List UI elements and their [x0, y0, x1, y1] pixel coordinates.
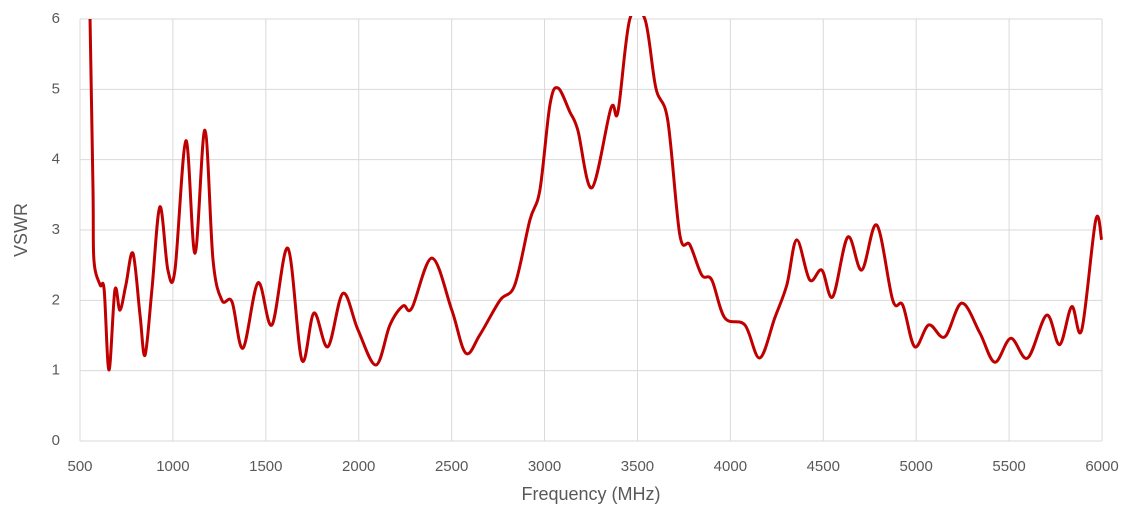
y-tick-label: 2: [52, 291, 60, 308]
x-tick-label: 3500: [621, 458, 654, 475]
y-axis-title: VSWR: [11, 203, 31, 257]
x-tick-label: 500: [67, 458, 92, 475]
x-tick-label: 1000: [156, 458, 189, 475]
x-axis-title: Frequency (MHz): [521, 484, 660, 504]
x-tick-label: 5500: [992, 458, 1025, 475]
grid: [79, 18, 1103, 442]
x-tick-label: 5000: [899, 458, 932, 475]
x-tick-label: 2500: [435, 458, 468, 475]
y-tick-label: 1: [52, 362, 60, 379]
x-tick-label: 4500: [807, 458, 840, 475]
x-tick-label: 4000: [714, 458, 747, 475]
y-tick-label: 0: [52, 432, 60, 449]
y-tick-label: 6: [52, 10, 60, 27]
x-tick-label: 2000: [342, 458, 375, 475]
y-tick-label: 3: [52, 221, 60, 238]
x-tick-label: 6000: [1085, 458, 1118, 475]
line: [88, 16, 1104, 372]
x-tick-label: 1500: [249, 458, 282, 475]
y-tick-label: 4: [52, 151, 60, 168]
x-tick-label: 3000: [528, 458, 561, 475]
y-tick-label: 5: [52, 80, 60, 97]
